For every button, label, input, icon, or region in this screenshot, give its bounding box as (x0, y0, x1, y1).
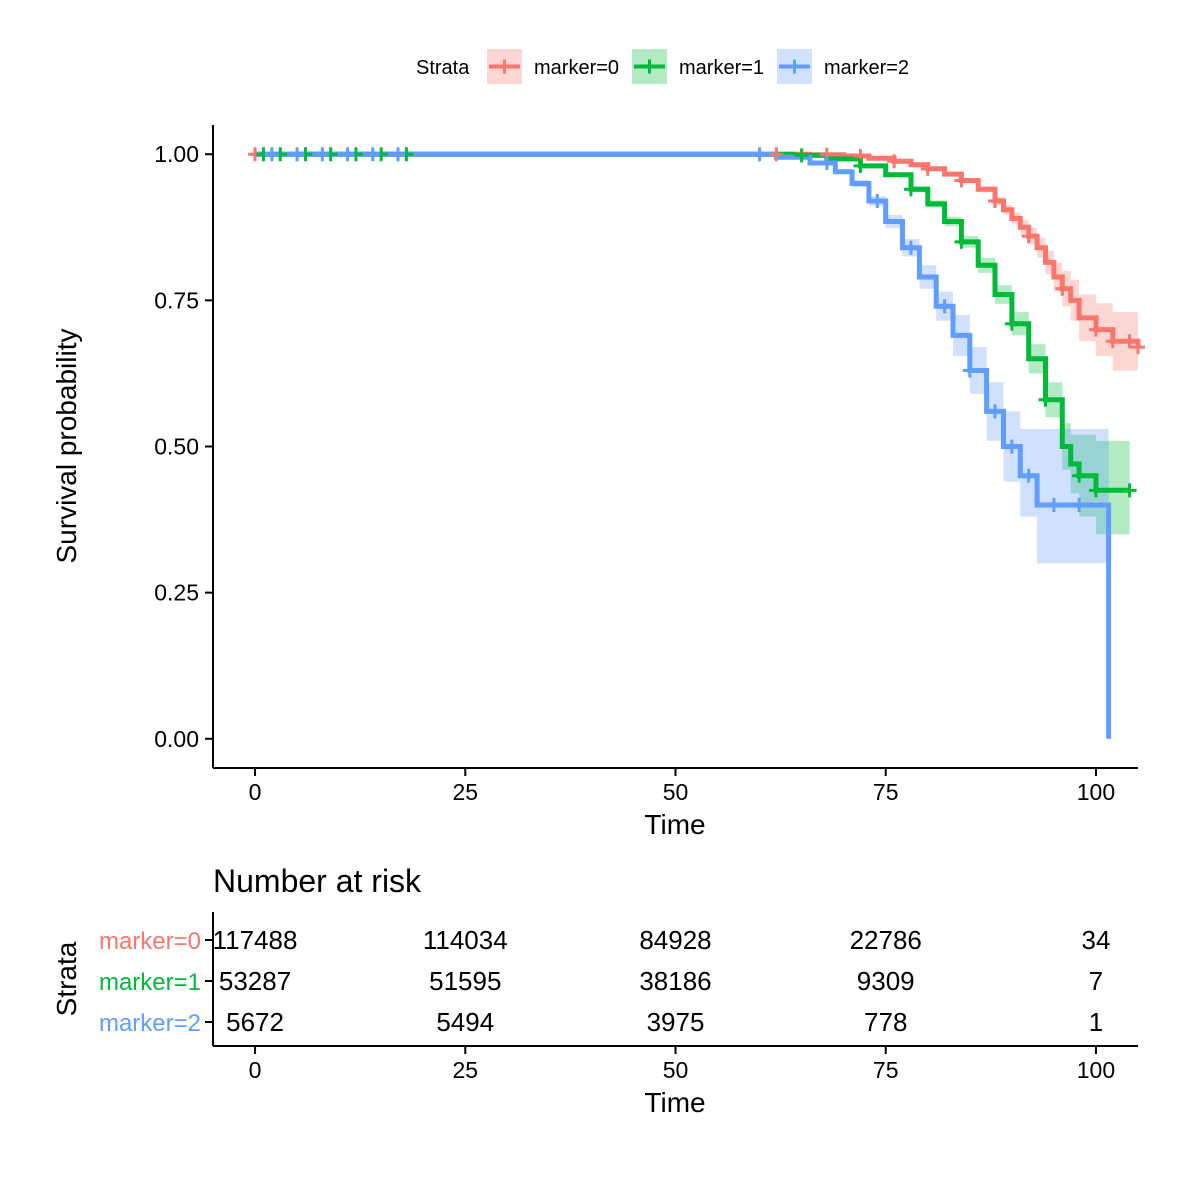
censor-mark-2-4 (365, 147, 380, 162)
censor-mark-2-13 (1004, 439, 1019, 454)
risk-value-1-4: 7 (1089, 966, 1103, 996)
censor-mark-2-11 (962, 363, 977, 378)
censor-marks (248, 147, 1145, 512)
risk-value-1-0: 53287 (219, 966, 291, 996)
x-axis-title: Time (644, 809, 705, 840)
legend-keys: marker=0 marker=1 marker=2 (487, 49, 909, 84)
censor-mark-0-6 (954, 173, 969, 188)
censor-mark-0-4 (887, 154, 902, 169)
censor-mark-2-0 (264, 147, 279, 162)
risk-value-1-1: 51595 (429, 966, 501, 996)
censor-mark-0-7 (988, 193, 1003, 208)
censor-mark-2-10 (937, 299, 952, 314)
censor-mark-0-11 (1105, 334, 1120, 349)
risk-value-2-2: 3975 (647, 1007, 705, 1037)
censor-mark-0-10 (1088, 322, 1103, 337)
risk-value-2-3: 778 (864, 1007, 907, 1037)
y-axis-title: Survival probability (51, 329, 82, 564)
censor-mark-1-13 (1072, 468, 1087, 483)
censor-mark-1-15 (1122, 483, 1137, 498)
y-ticks: 0.00 0.25 0.50 0.75 1.00 (154, 141, 213, 752)
risk-row-label-1: marker=1 (99, 969, 201, 996)
x-tick-label: 100 (1077, 779, 1115, 805)
ci-band-1 (255, 154, 1130, 535)
x-tick-label: 50 (663, 779, 689, 805)
y-tick-label: 1.00 (154, 141, 199, 167)
risk-value-0-2: 84928 (639, 925, 711, 955)
x-tick-label: 0 (249, 1057, 262, 1083)
censor-mark-1-10 (954, 234, 969, 249)
censor-mark-1-8 (853, 158, 868, 173)
censor-mark-2-14 (1021, 468, 1036, 483)
risk-value-2-0: 5672 (226, 1007, 284, 1037)
risk-value-2-1: 5494 (436, 1007, 494, 1037)
survival-curve-0 (255, 151, 1141, 348)
y-tick-label: 0.00 (154, 726, 199, 752)
survival-plot: 0.00 0.25 0.50 0.75 1.00 0 25 50 75 100 Survival… (51, 125, 1145, 840)
x-tick-label: 25 (452, 779, 478, 805)
risk-value-0-4: 34 (1081, 925, 1110, 955)
risk-value-1-3: 9309 (857, 966, 915, 996)
risk-rows: marker=0 117488 114034 84928 22786 34 marker=1… (99, 925, 1110, 1037)
censor-mark-2-8 (870, 193, 885, 208)
y-tick-label: 0.75 (154, 287, 199, 313)
x-tick-label: 50 (663, 1057, 689, 1083)
legend-label-0: marker=0 (534, 57, 619, 79)
risk-value-0-3: 22786 (850, 925, 922, 955)
censor-mark-1-9 (903, 182, 918, 197)
y-tick-label: 0.25 (154, 580, 199, 606)
censor-mark-2-12 (988, 404, 1003, 419)
censor-mark-0-9 (1055, 281, 1070, 296)
ci-band-0 (255, 154, 1138, 374)
censor-mark-0-13 (1131, 340, 1145, 355)
risk-y-axis-title: Strata (51, 941, 82, 1016)
x-tick-label: 100 (1077, 1057, 1115, 1083)
risk-table: Number at risk marker=0 117488 114034 84928… (51, 863, 1138, 1118)
x-ticks: 0 25 50 75 100 (249, 768, 1115, 805)
y-tick-label: 0.50 (154, 434, 199, 460)
censor-mark-2-6 (752, 147, 767, 162)
censor-mark-1-7 (794, 148, 809, 163)
risk-value-0-0: 117488 (213, 925, 298, 955)
legend-label-1: marker=1 (679, 57, 764, 79)
risk-value-0-1: 114034 (423, 925, 508, 955)
censor-mark-0-12 (1122, 334, 1137, 349)
ci-band-2 (255, 154, 1109, 564)
legend-title: Strata (416, 57, 470, 79)
x-tick-label: 0 (249, 779, 262, 805)
risk-x-axis-title: Time (644, 1087, 705, 1118)
censor-mark-2-2 (315, 147, 330, 162)
risk-row-label-0: marker=0 (99, 928, 201, 955)
legend: Strata marker=0 marker=1 marker=2 (416, 49, 909, 84)
censor-mark-2-16 (1072, 497, 1087, 512)
censor-mark-2-9 (903, 240, 918, 255)
legend-label-2: marker=2 (824, 57, 909, 79)
censor-mark-0-5 (920, 161, 935, 176)
censor-mark-1-12 (1038, 392, 1053, 407)
censor-mark-1-14 (1088, 483, 1103, 498)
risk-value-1-2: 38186 (639, 966, 711, 996)
censor-mark-2-15 (1046, 497, 1061, 512)
censor-mark-0-8 (1021, 229, 1036, 244)
censor-mark-2-3 (340, 147, 355, 162)
risk-table-title: Number at risk (213, 863, 422, 899)
x-tick-label: 25 (452, 1057, 478, 1083)
censor-mark-2-7 (819, 155, 834, 170)
censor-mark-1-11 (1004, 316, 1019, 331)
confidence-bands (255, 154, 1138, 564)
risk-x-ticks: 0 25 50 75 100 (249, 1046, 1115, 1083)
risk-row-label-2: marker=2 (99, 1010, 201, 1037)
risk-value-2-4: 1 (1089, 1007, 1103, 1037)
x-tick-label: 75 (873, 779, 899, 805)
x-tick-label: 75 (873, 1057, 899, 1083)
censor-mark-0-1 (769, 147, 784, 162)
censor-mark-2-1 (290, 147, 305, 162)
censor-mark-2-5 (391, 147, 405, 162)
